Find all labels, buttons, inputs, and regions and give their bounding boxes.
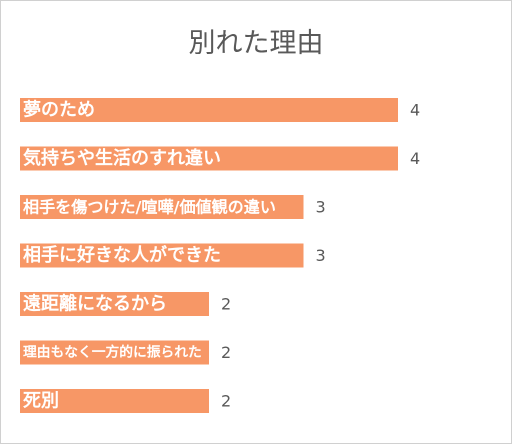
value-label-5: 2 [221,343,231,362]
bar-5 [20,340,209,365]
value-label-0: 4 [410,101,420,120]
bar-2 [20,195,304,219]
category-label-1: 気持ちや生活のすれ違い [23,147,221,169]
category-label-3: 相手に好きな人ができた [23,244,221,266]
value-label-6: 2 [221,392,231,411]
value-label-1: 4 [410,149,420,168]
category-label-5: 理由もなく一方的に振られた [23,344,202,361]
bar-0 [20,98,398,122]
category-label-6: 死別 [23,391,59,412]
bar-1 [20,146,398,171]
category-label-4: 遠距離になるから [23,293,167,315]
value-label-4: 2 [221,295,231,314]
category-label-2: 相手を傷つけた/喧嘩/価値観の違い [23,198,276,217]
value-label-3: 3 [316,246,326,265]
value-label-2: 3 [316,198,326,217]
bar-3 [20,243,304,268]
bar-6 [20,389,209,413]
category-label-0: 夢のため [23,100,95,121]
chart-title: 別れた理由 [189,28,324,59]
bar-4 [20,292,209,316]
